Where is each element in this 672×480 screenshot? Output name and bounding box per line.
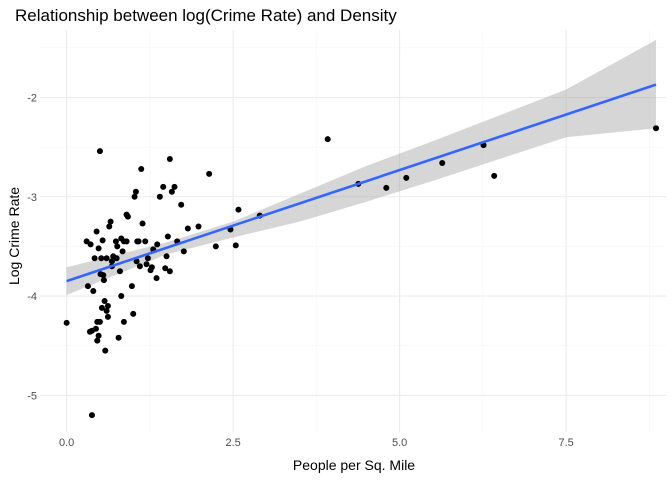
y-axis-ticks: -5 -4 -3 -2 [27, 92, 37, 402]
data-point [100, 272, 107, 279]
data-point [120, 238, 127, 245]
data-point [103, 307, 110, 314]
data-point [130, 310, 137, 317]
data-point [107, 218, 114, 225]
data-point [143, 261, 150, 268]
data-point [93, 228, 100, 235]
chart-title: Relationship between log(Crime Rate) and… [15, 6, 397, 25]
data-point [160, 183, 167, 190]
data-point [128, 283, 135, 290]
data-point [114, 243, 121, 250]
data-point [120, 318, 127, 325]
data-point [116, 268, 123, 275]
data-point [123, 211, 130, 218]
data-point [91, 255, 98, 262]
data-point [102, 347, 109, 354]
data-point [144, 255, 151, 262]
data-point [98, 304, 105, 311]
data-point [163, 253, 170, 260]
data-point [168, 188, 175, 195]
data-point [171, 183, 178, 190]
data-point [132, 188, 139, 195]
data-point [138, 165, 145, 172]
data-point [235, 206, 242, 213]
data-point [98, 255, 105, 262]
data-point [112, 238, 119, 245]
data-point [119, 248, 126, 255]
data-point [95, 332, 102, 339]
data-point [103, 255, 110, 262]
major-gridlines [40, 30, 666, 432]
data-point [63, 319, 70, 326]
y-tick-label: -2 [27, 92, 37, 104]
data-point [115, 334, 122, 341]
data-point [195, 223, 202, 230]
data-point [156, 193, 163, 200]
data-point [104, 302, 111, 309]
data-point [100, 277, 107, 284]
data-point [153, 275, 160, 282]
data-point [96, 318, 103, 325]
data-point [84, 283, 91, 290]
data-point [136, 263, 143, 270]
x-axis-ticks: 0.0 2.5 5.0 7.5 [59, 437, 574, 449]
data-point [180, 248, 187, 255]
data-point [106, 223, 113, 230]
data-point [95, 245, 102, 252]
data-point [118, 293, 125, 300]
data-point [653, 125, 660, 132]
data-point [178, 201, 185, 208]
data-point [184, 225, 191, 232]
y-tick-label: -4 [27, 291, 37, 303]
confidence-ribbon [66, 39, 657, 296]
data-point [90, 288, 97, 295]
data-point [148, 264, 155, 271]
data-point [99, 237, 106, 244]
data-point [96, 148, 103, 155]
data-point [212, 243, 219, 250]
x-tick-label: 5.0 [392, 437, 407, 449]
data-point [94, 337, 101, 344]
data-point [232, 242, 239, 249]
x-tick-label: 7.5 [558, 437, 573, 449]
x-tick-label: 0.0 [59, 437, 74, 449]
data-point [110, 253, 117, 260]
data-point [206, 170, 213, 177]
data-point [88, 412, 95, 419]
x-tick-label: 2.5 [225, 437, 240, 449]
data-point [154, 241, 161, 248]
x-axis-title: People per Sq. Mile [293, 457, 415, 473]
data-point [162, 265, 169, 272]
regression-line [66, 83, 657, 283]
data-point [101, 297, 108, 304]
data-point [403, 174, 410, 181]
data-point [131, 193, 138, 200]
data-point [133, 258, 140, 265]
data-point [164, 233, 171, 240]
data-point [439, 160, 446, 167]
data-point [166, 156, 173, 163]
data-point [383, 184, 390, 191]
data-point [139, 220, 146, 227]
data-point [166, 268, 173, 275]
data-point [104, 313, 111, 320]
y-tick-label: -5 [27, 390, 37, 402]
data-point [142, 238, 149, 245]
data-point [491, 172, 498, 179]
data-point [88, 327, 95, 334]
y-axis-title: Log Crime Rate [6, 187, 22, 285]
data-point [135, 238, 142, 245]
data-point [87, 241, 94, 248]
y-tick-label: -3 [27, 192, 37, 204]
data-point [324, 136, 331, 143]
